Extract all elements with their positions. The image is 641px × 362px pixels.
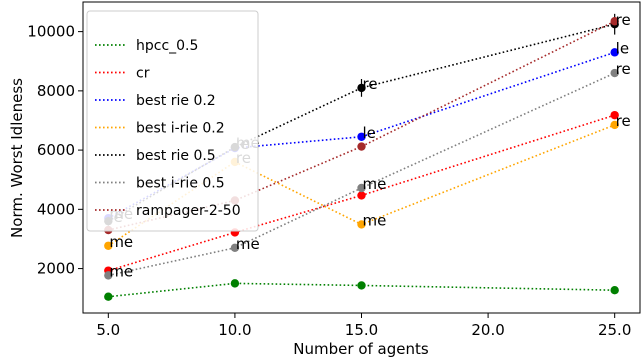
- data-point: [610, 48, 619, 57]
- data-point: [357, 142, 366, 151]
- point-label: me: [363, 211, 387, 229]
- data-point: [357, 220, 366, 229]
- data-point: [610, 120, 619, 130]
- data-point: [357, 191, 366, 200]
- data-point: [104, 271, 113, 280]
- x-tick-label: 20.0: [471, 321, 504, 339]
- point-label: me: [109, 262, 133, 280]
- data-point: [357, 83, 366, 93]
- point-label: re: [616, 112, 631, 130]
- y-axis-label: Norm. Worst Idleness: [8, 78, 26, 238]
- x-tick-label: 5.0: [96, 321, 120, 339]
- series-line: [108, 72, 616, 277]
- series-line: [108, 114, 615, 272]
- point-label: me: [363, 175, 387, 193]
- data-point: [357, 183, 366, 193]
- data-point: [230, 279, 240, 288]
- point-label: re: [616, 60, 631, 78]
- legend-label: best rie 0.5: [136, 148, 216, 164]
- data-point: [357, 132, 366, 141]
- data-point: [357, 281, 366, 290]
- series-line: [108, 282, 615, 298]
- legend-label: rampager-2-50: [136, 203, 241, 219]
- legend-label: best rie 0.2: [136, 93, 216, 109]
- point-label: le: [616, 39, 629, 57]
- point-label: me: [109, 233, 133, 251]
- plot-markers: [104, 13, 619, 301]
- y-tick-label: 6000: [37, 141, 75, 159]
- point-label: le: [363, 124, 376, 142]
- x-axis: 5.0 10.0 15.0 20.0 25.0: [96, 313, 631, 339]
- data-point: [104, 292, 113, 301]
- y-axis: 2000 4000 6000 8000 10000: [27, 23, 83, 278]
- point-label: re: [363, 75, 378, 93]
- y-tick-label: 8000: [37, 82, 75, 100]
- legend-label: hpcc_0.5: [136, 38, 198, 54]
- legend: hpcc_0.5cr best rie 0.2 best i-rie 0.2 best…: [86, 10, 259, 232]
- x-tick-label: 25.0: [598, 321, 631, 339]
- y-tick-label: 2000: [37, 260, 75, 278]
- data-point: [610, 110, 619, 120]
- data-point: [610, 68, 619, 78]
- data-point: [610, 17, 619, 26]
- legend-box: [86, 10, 259, 232]
- legend-label: best i-rie 0.2: [136, 121, 225, 137]
- x-tick-label: 15.0: [345, 321, 378, 339]
- y-tick-label: 4000: [37, 200, 75, 218]
- point-label: re: [616, 11, 631, 29]
- legend-label: cr: [136, 66, 150, 82]
- point-label: me: [236, 235, 260, 253]
- data-point: [610, 285, 619, 295]
- series-line: [107, 124, 615, 247]
- y-tick-label: 10000: [27, 23, 75, 41]
- data-point: [104, 241, 113, 250]
- data-point: [230, 243, 240, 253]
- legend-label: best i-rie 0.5: [136, 176, 225, 192]
- x-tick-label: 10.0: [218, 321, 251, 339]
- x-axis-label: Number of agents: [293, 340, 429, 358]
